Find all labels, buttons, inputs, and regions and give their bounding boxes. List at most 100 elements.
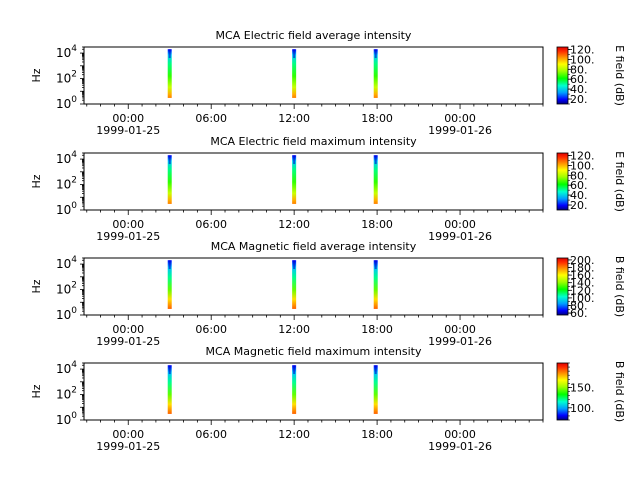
y-tick-label: 100 [56,306,77,322]
y-tick-label: 100 [56,411,77,427]
spectrogram-burst-core [293,49,296,59]
x-date-label: 1999-01-26 [428,124,492,137]
colorbar [556,46,569,105]
y-tick-label: 102 [56,281,77,297]
y-tick-label: 104 [56,255,77,271]
colorbar-tick-label: 120. [570,284,595,297]
panel-1: MCA Electric field average intensity 100 1… [30,29,626,137]
colorbar [556,152,569,211]
spectrogram-burst-core [168,49,171,59]
colorbar-tick-label: 160. [570,269,595,282]
x-tick-label: 06:00 [195,323,227,336]
x-tick-label: 00:00 [444,323,476,336]
colorbar-tick-label: 40. [570,83,588,96]
x-tick-label: 00:00 [444,218,476,231]
colorbar-tick-label: 120. [570,43,595,56]
colorbar-tick-label: 100. [570,159,595,172]
colorbar [556,362,569,421]
y-tick-label: 100 [56,201,77,217]
colorbar-label: B field (dB) [613,361,626,422]
panel-title: MCA Magnetic field maximum intensity [206,345,422,358]
colorbar-tick-label: 60. [570,73,588,86]
colorbar-label: E field (dB) [613,151,626,212]
spectrogram-burst [292,260,297,309]
panel-3: MCA Magnetic field average intensity 100 1… [30,240,626,348]
spectrogram-burst-core [293,155,296,165]
colorbar-tick-label: 80. [570,300,588,313]
spectrogram-burst [373,49,378,98]
y-tick-label: 104 [56,360,77,376]
x-tick-label: 18:00 [361,218,393,231]
x-date-label: 1999-01-26 [428,440,492,453]
spectrogram-burst [292,155,297,204]
spectrogram-burst [167,365,172,414]
axes-frame [83,152,544,211]
y-axis-label: Hz [30,384,43,398]
spectrogram-burst-core [374,49,377,59]
x-date-label: 1999-01-25 [96,440,160,453]
colorbar-tick-label: 60. [570,179,588,192]
axes-frame [83,362,544,421]
spectrogram-burst-core [374,155,377,165]
x-tick-label: 12:00 [278,323,310,336]
spectrogram-burst-core [168,260,171,270]
axes-frame [83,257,544,316]
axes-frame [83,46,544,105]
spectrogram-burst [373,260,378,309]
x-tick-label: 00:00 [112,323,144,336]
x-tick-label: 18:00 [361,112,393,125]
colorbar-tick-label: 40. [570,189,588,202]
colorbar-tick-label: 100. [570,292,595,305]
y-tick-label: 104 [56,150,77,166]
colorbar-tick-label: 20. [570,93,588,106]
x-tick-label: 00:00 [112,428,144,441]
colorbar-label: E field (dB) [613,45,626,106]
colorbar-tick-label: 80. [570,63,588,76]
x-tick-label: 06:00 [195,428,227,441]
x-tick-label: 12:00 [278,112,310,125]
x-tick-label: 00:00 [444,428,476,441]
y-axis-label: Hz [30,174,43,188]
spectrogram-burst-core [168,155,171,165]
spectrogram-burst-core [293,365,296,375]
y-tick-label: 100 [56,95,77,111]
x-date-label: 1999-01-25 [96,335,160,348]
x-tick-label: 00:00 [112,112,144,125]
colorbar-tick-label: 180. [570,262,595,275]
spectrogram-burst [292,49,297,98]
colorbar-tick-label: 120. [570,149,595,162]
spectrogram-burst-core [374,365,377,375]
y-tick-label: 102 [56,70,77,86]
spectrogram-burst [167,155,172,204]
x-date-label: 1999-01-25 [96,230,160,243]
x-date-label: 1999-01-26 [428,335,492,348]
y-tick-label: 104 [56,44,77,60]
x-tick-label: 06:00 [195,112,227,125]
colorbar-label: B field (dB) [613,256,626,317]
x-tick-label: 18:00 [361,428,393,441]
y-tick-label: 102 [56,386,77,402]
colorbar-tick-label: 150. [570,381,595,394]
y-tick-label: 102 [56,176,77,192]
colorbar-tick-label: 60. [570,307,588,320]
panel-4: MCA Magnetic field maximum intensity 100 1… [30,345,626,453]
spectrogram-burst-core [374,260,377,270]
colorbar-tick-label: 20. [570,199,588,212]
panel-title: MCA Electric field average intensity [216,29,412,42]
panel-title: MCA Electric field maximum intensity [210,135,417,148]
x-tick-label: 18:00 [361,323,393,336]
y-axis-label: Hz [30,279,43,293]
colorbar-tick-label: 140. [570,277,595,290]
spectrogram-burst [167,260,172,309]
x-date-label: 1999-01-25 [96,124,160,137]
panel-title: MCA Magnetic field average intensity [211,240,417,253]
spectrogram-burst-core [168,365,171,375]
y-axis-label: Hz [30,68,43,82]
colorbar-tick-label: 200. [570,254,595,267]
x-tick-label: 06:00 [195,218,227,231]
spectrogram-burst [373,365,378,414]
x-tick-label: 00:00 [112,218,144,231]
colorbar-tick-label: 80. [570,169,588,182]
x-tick-label: 12:00 [278,428,310,441]
